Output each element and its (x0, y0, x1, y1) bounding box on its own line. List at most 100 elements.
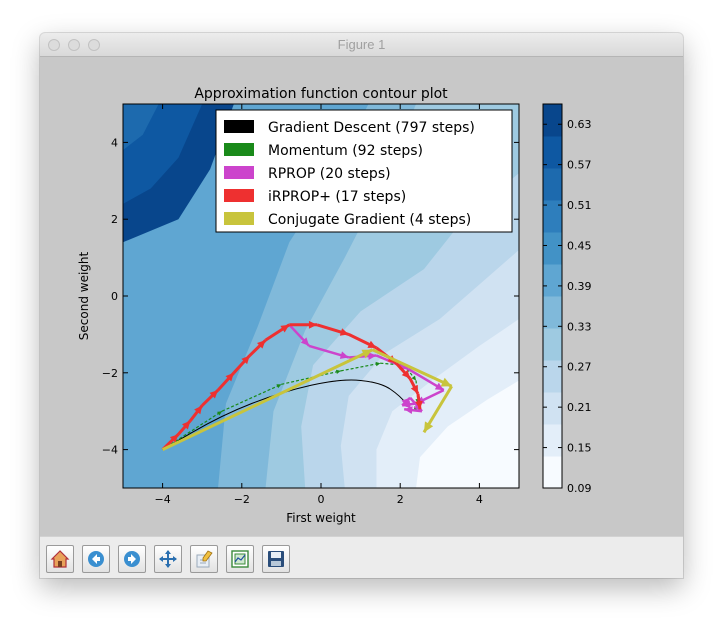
colorbar-tick-label: 0.15 (567, 442, 592, 455)
series-gradient (162, 379, 413, 451)
arrow-head (375, 361, 381, 367)
colorbar-tick-label: 0.57 (567, 159, 592, 172)
series-segment (371, 348, 453, 388)
arrow-head (194, 405, 203, 415)
y-tick-label: −4 (102, 444, 118, 457)
arrow-head (241, 355, 250, 365)
colorbar-tick-label: 0.63 (567, 118, 592, 131)
close-window-button[interactable] (48, 39, 60, 51)
arrow-head (169, 434, 179, 443)
arrow-head (401, 397, 411, 407)
y-tick-label: 2 (111, 213, 118, 226)
zoom-window-button[interactable] (88, 39, 100, 51)
navigation-toolbar (40, 536, 683, 578)
series-conjugate (161, 348, 453, 451)
edit-button[interactable] (190, 545, 218, 573)
arrow-head (401, 369, 411, 379)
y-tick-label: 0 (111, 290, 118, 303)
legend-swatch (224, 166, 254, 179)
colorbar-segment (543, 296, 562, 329)
colorbar-segment (543, 456, 562, 489)
colorbar-segment (543, 264, 562, 297)
figure-window: Figure 1 −4 −2 0 2 4 4 2 0 −2 −4 Approximation fu… (40, 33, 683, 578)
arrow-head (308, 320, 318, 329)
forward-arrow-icon (124, 551, 140, 567)
arrow-head (209, 390, 219, 399)
arrow-head (225, 372, 234, 382)
save-disk-icon (268, 551, 284, 567)
arrow-head (339, 328, 349, 336)
colorbar-segment (543, 360, 562, 393)
arrow-head (423, 421, 434, 433)
legend-box (215, 109, 513, 233)
x-axis-label: First weight (286, 511, 356, 525)
x-tick-label: −2 (234, 493, 250, 506)
axes: −4 −2 0 2 4 4 2 0 −2 −4 (102, 104, 519, 506)
arrow-head (335, 369, 341, 374)
arrow-head (217, 411, 222, 416)
figure-canvas: −4 −2 0 2 4 4 2 0 −2 −4 Approximation function co… (40, 57, 683, 536)
series-segment (161, 348, 374, 451)
window-title: Figure 1 (337, 37, 386, 52)
arrow-head (410, 384, 419, 394)
arrow-head (411, 375, 417, 381)
arrow-head (368, 352, 377, 360)
pan-arrows-icon (159, 550, 177, 568)
arrow-head (440, 377, 452, 387)
colorbar-segment (543, 200, 562, 233)
arrow-head (276, 384, 282, 389)
arrow-head (257, 340, 266, 349)
back-button[interactable] (82, 545, 110, 573)
colorbar-tick-label: 0.21 (567, 401, 592, 414)
configure-subplots-button[interactable] (226, 545, 254, 573)
y-axis-label: Second weight (77, 251, 91, 340)
home-icon (50, 550, 70, 568)
legend-swatch (224, 120, 254, 133)
configure-subplots-icon (231, 550, 249, 568)
title-bar: Figure 1 (40, 33, 683, 57)
back-arrow-icon (88, 551, 104, 567)
arrow-head (367, 340, 377, 348)
minimize-window-button[interactable] (68, 39, 80, 51)
series-irprop+ (161, 320, 423, 451)
legend-swatch (224, 143, 254, 156)
save-button[interactable] (262, 545, 290, 573)
x-tick-label: 2 (397, 493, 404, 506)
colorbar-segment (543, 104, 562, 137)
series-segment (162, 410, 223, 451)
contour-band (123, 104, 159, 151)
legend-label: Conjugate Gradient (4 steps) (268, 212, 471, 228)
legend-label: RPROP (20 steps) (268, 166, 391, 182)
colorbar-segment (543, 136, 562, 169)
arrow-head (300, 337, 310, 346)
series-layer (161, 320, 453, 451)
colorbar-tick-label: 0.09 (567, 482, 592, 495)
arrow-head (434, 382, 444, 391)
contour-band (416, 380, 519, 488)
colorbar-frame (542, 103, 563, 489)
arrow-head (361, 349, 373, 359)
x-tick-label: −4 (154, 493, 170, 506)
legend: Gradient Descent (797 steps) Momentum (92… (215, 109, 513, 233)
contour-chart: −4 −2 0 2 4 4 2 0 −2 −4 Approximation function co… (77, 86, 592, 525)
colorbar-segment (543, 328, 562, 361)
x-tick-label: 0 (318, 493, 325, 506)
pan-button[interactable] (154, 545, 182, 573)
series-line (162, 379, 413, 451)
arrow-head (339, 351, 349, 359)
arrow-head (404, 406, 413, 415)
chart-title: Approximation function contour plot (194, 86, 448, 102)
home-button[interactable] (46, 545, 74, 573)
legend-swatch (224, 212, 254, 225)
colorbar-segment (543, 232, 562, 265)
legend-label: iRPROP+ (17 steps) (268, 189, 406, 205)
legend-label: Gradient Descent (797 steps) (268, 120, 475, 136)
colorbar-segment (543, 424, 562, 457)
forward-button[interactable] (118, 545, 146, 573)
colorbar: 0.63 0.57 0.51 0.45 0.39 0.33 0.27 0.21 0.15 0.09 (542, 103, 592, 495)
series-segment (221, 383, 282, 412)
colorbar-tick-label: 0.27 (567, 361, 592, 374)
colorbar-tick-label: 0.33 (567, 320, 592, 333)
arrow-head (415, 400, 423, 410)
legend-label: Momentum (92 steps) (268, 143, 423, 159)
